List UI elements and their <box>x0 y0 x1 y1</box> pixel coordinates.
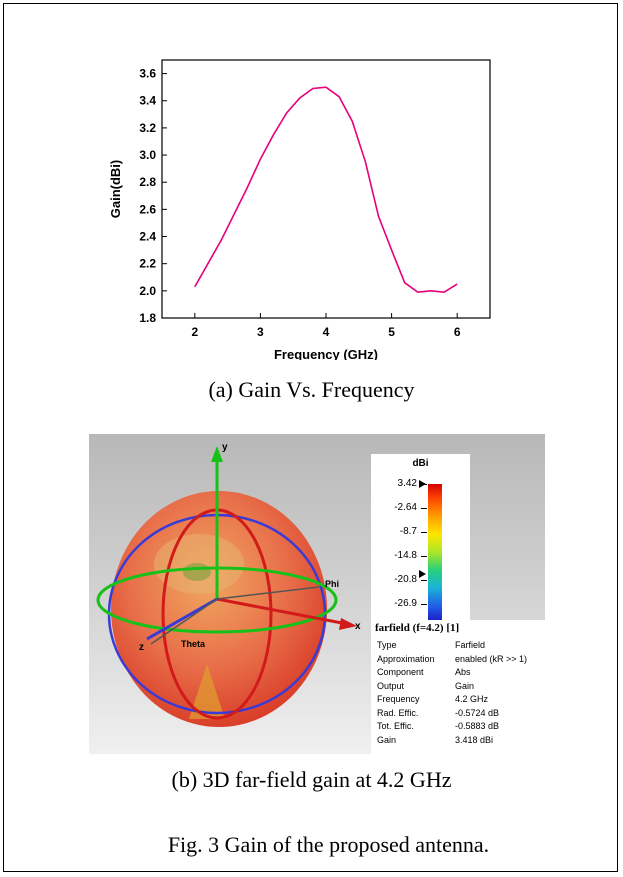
x-tick-label: 2 <box>191 325 198 339</box>
colorbar-tick-mark <box>421 556 427 557</box>
colorbar-tick-label: -8.7 <box>399 526 417 537</box>
z-axis-label: z <box>139 642 144 653</box>
farfield-3d-view: y x z Theta Phi dBi 3.42 -2.64 -8.7 -14.8 -2… <box>89 434 545 754</box>
caption-b: (b) 3D far-field gain at 4.2 GHz <box>171 767 452 792</box>
y-tick-label: 2.6 <box>139 202 156 216</box>
x-axis-label: x <box>355 621 361 632</box>
caption-a: (a) Gain Vs. Frequency <box>208 377 415 402</box>
theta-label: Theta <box>181 639 206 649</box>
colorbar-tick-mark <box>421 532 427 533</box>
x-axis <box>216 597 348 626</box>
info-key: Approximation <box>377 653 435 664</box>
farfield-info-panel: farfield (f=4.2) [1] Type Farfield Approxi… <box>371 620 545 754</box>
farfield-info-title: farfield (f=4.2) [1] <box>375 622 460 634</box>
info-value: -0.5883 dB <box>455 721 500 731</box>
y-tick-label: 1.8 <box>139 311 156 325</box>
farfield-scene: y x z Theta Phi <box>96 442 361 727</box>
colorbar-max-marker <box>419 480 426 488</box>
info-key: Output <box>377 680 405 691</box>
colorbar-gradient <box>428 484 442 628</box>
colorbar-tick-mark <box>421 508 427 509</box>
y-tick-label: 3.4 <box>139 94 156 108</box>
radiation-pattern-body <box>111 491 327 727</box>
z-axis <box>146 597 218 641</box>
y-axis-label: Gain(dBi) <box>108 160 123 219</box>
info-value: enabled (kR >> 1) <box>455 653 528 664</box>
x-tick-label: 4 <box>323 325 330 339</box>
colorbar-tick-label: -26.9 <box>394 598 417 609</box>
colorbar-tick-label: 3.42 <box>397 478 417 489</box>
info-value: Gain <box>455 680 475 691</box>
info-value: Farfield <box>455 640 486 650</box>
y-tick-label: 3.6 <box>139 67 156 81</box>
colorbar-unit: dBi <box>412 458 429 469</box>
phi-indicator <box>216 586 320 600</box>
info-key: Type <box>377 640 397 650</box>
info-value: -0.5724 dB <box>455 707 500 718</box>
y-axis-label: y <box>222 442 228 453</box>
info-key: Rad. Effic. <box>377 707 419 718</box>
figure-frame <box>3 3 618 872</box>
theta-indicator <box>150 598 218 645</box>
colorbar-legend: dBi 3.42-2.64-8.7-14.8-20.8-26.9-36.6 <box>371 454 470 639</box>
info-value: 4.2 GHz <box>455 694 489 704</box>
radiation-pattern-dimple <box>183 563 211 581</box>
y-tick-label: 2.4 <box>139 230 156 244</box>
colorbar-tick-mark <box>421 604 427 605</box>
colorbar-tick-mark <box>421 580 427 581</box>
x-axis-arrow <box>339 618 357 630</box>
colorbar-marker <box>419 570 426 578</box>
x-tick-label: 3 <box>257 325 264 339</box>
y-tick-label: 2.2 <box>139 257 156 271</box>
info-value: Abs <box>455 667 471 677</box>
y-tick-label: 3.2 <box>139 121 156 135</box>
plot-frame <box>161 59 491 319</box>
gain-frequency-chart: 2 3 4 5 6 1.8 2.0 2.2 2.4 2.6 2.8 3.0 3.2 3.4 3.6 Frequ… <box>108 59 491 360</box>
y-tick-label: 2.8 <box>139 175 156 189</box>
y-tick-label: 3.0 <box>139 148 156 162</box>
figure-caption: Fig. 3 Gain of the proposed antenna. <box>167 832 490 857</box>
info-key: Gain <box>377 734 397 745</box>
x-tick-label: 5 <box>388 325 395 339</box>
info-key: Component <box>377 667 424 677</box>
x-axis-label: Frequency (GHz) <box>274 347 378 360</box>
phi-label: Phi <box>325 579 339 589</box>
info-key: Tot. Effic. <box>377 721 414 731</box>
gain-series-line <box>194 86 458 294</box>
y-axis-arrow <box>211 446 223 462</box>
info-key: Frequency <box>377 694 420 704</box>
x-tick-label: 6 <box>454 325 461 339</box>
info-value: 3.418 dBi <box>455 734 494 745</box>
colorbar-tick-label: -2.64 <box>394 502 417 513</box>
colorbar-tick-label: -14.8 <box>394 550 417 561</box>
radiation-pattern-lower-lobe <box>189 664 225 719</box>
y-tick-label: 2.0 <box>139 284 156 298</box>
colorbar-tick-label: -20.8 <box>394 574 417 585</box>
